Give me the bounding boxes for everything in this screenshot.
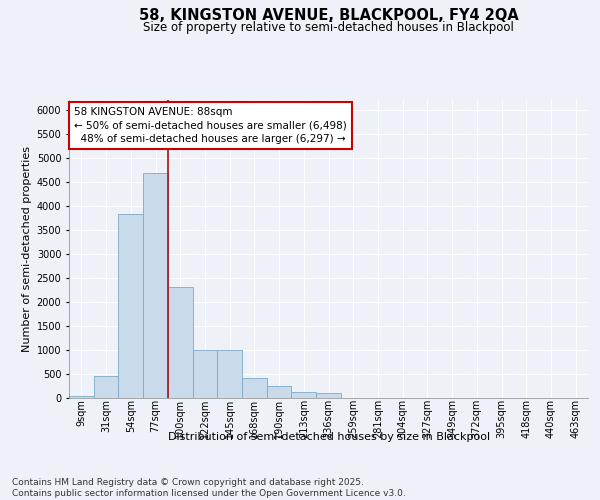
Bar <box>217 350 242 398</box>
Bar <box>242 378 267 398</box>
Bar <box>168 287 193 398</box>
Bar <box>69 396 94 398</box>
Y-axis label: Number of semi-detached properties: Number of semi-detached properties <box>22 146 32 352</box>
Bar <box>94 376 118 398</box>
Text: 58, KINGSTON AVENUE, BLACKPOOL, FY4 2QA: 58, KINGSTON AVENUE, BLACKPOOL, FY4 2QA <box>139 8 518 22</box>
Bar <box>118 214 143 398</box>
Bar <box>316 392 341 398</box>
Text: Size of property relative to semi-detached houses in Blackpool: Size of property relative to semi-detach… <box>143 21 514 34</box>
Bar <box>267 386 292 398</box>
Bar <box>193 350 217 398</box>
Text: Distribution of semi-detached houses by size in Blackpool: Distribution of semi-detached houses by … <box>168 432 490 442</box>
Text: Contains HM Land Registry data © Crown copyright and database right 2025.
Contai: Contains HM Land Registry data © Crown c… <box>12 478 406 498</box>
Text: 58 KINGSTON AVENUE: 88sqm
← 50% of semi-detached houses are smaller (6,498)
  48: 58 KINGSTON AVENUE: 88sqm ← 50% of semi-… <box>74 108 347 144</box>
Bar <box>143 173 168 398</box>
Bar <box>292 392 316 398</box>
